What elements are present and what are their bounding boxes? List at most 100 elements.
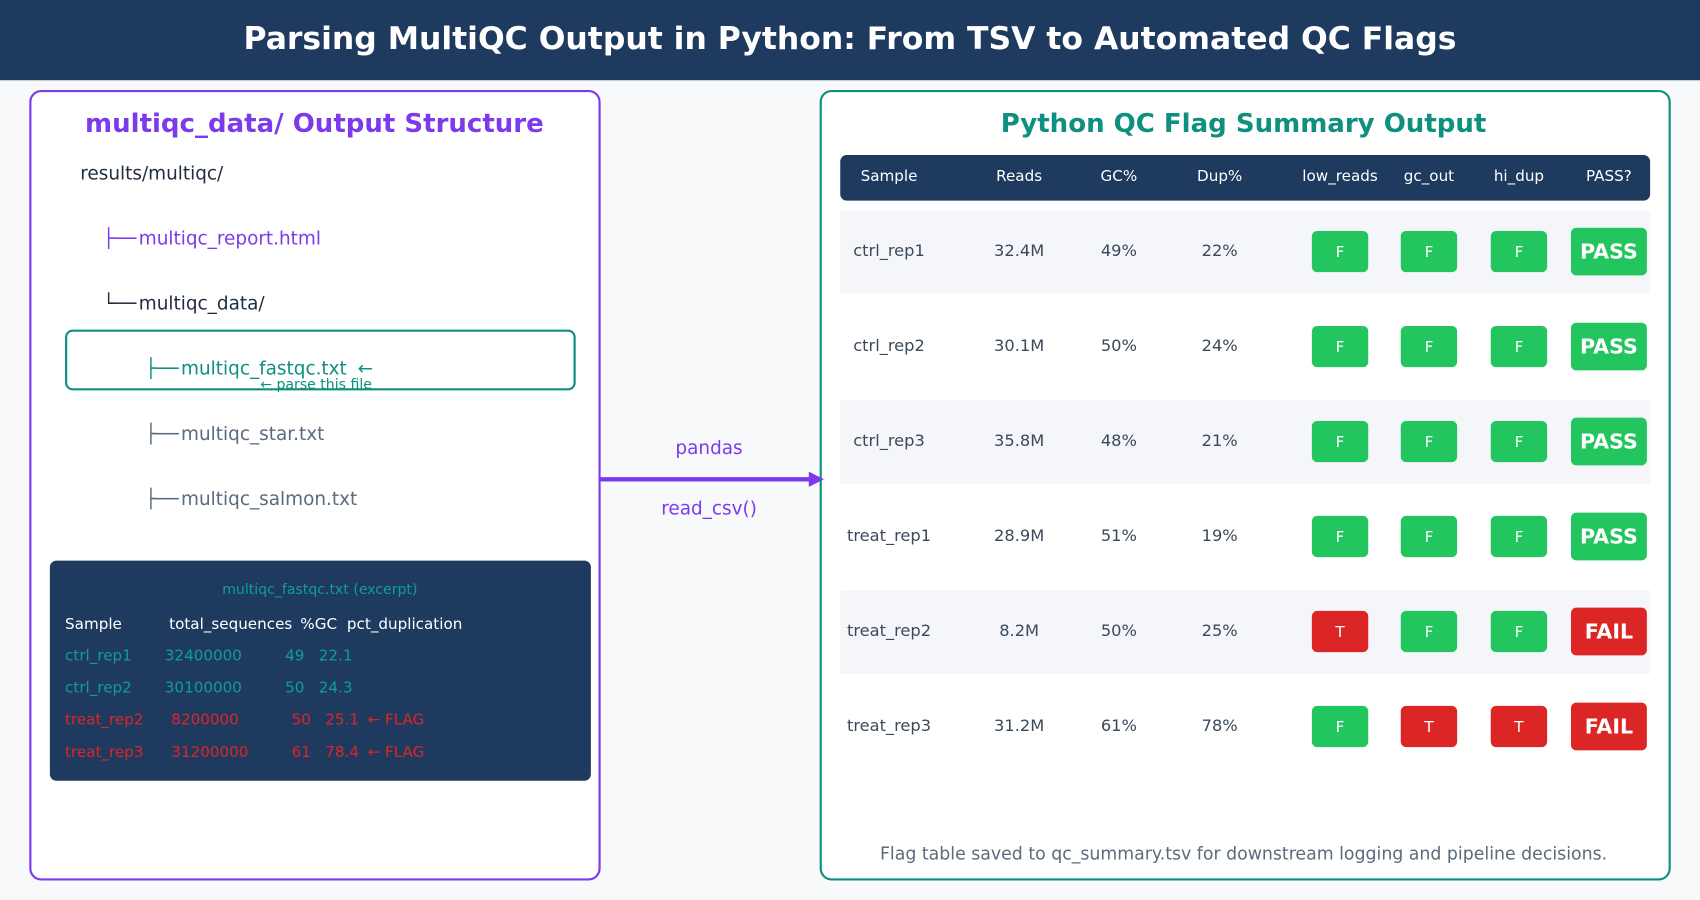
excerpt-title: multiqc_fastqc.txt (excerpt) xyxy=(222,582,417,598)
flag-badge xyxy=(1490,420,1548,463)
arrow-label: read_csv() xyxy=(661,499,757,520)
tree-prefix: └── xyxy=(103,292,137,315)
flag-text: F xyxy=(1515,243,1524,261)
excerpt-cell: 25.1 xyxy=(325,711,359,729)
status-text: FAIL xyxy=(1585,715,1633,739)
status-badge xyxy=(1570,417,1647,466)
flag-badge xyxy=(1311,325,1369,368)
table-cell: treat_rep2 xyxy=(847,621,931,641)
tree-item: multiqc_report.html xyxy=(139,229,321,250)
excerpt-cell: 50 xyxy=(292,711,311,729)
tree-prefix: ├── xyxy=(145,422,179,445)
excerpt-cell: 78.4 xyxy=(325,743,359,761)
column-header: low_reads xyxy=(1302,167,1378,186)
status-text: PASS xyxy=(1580,525,1638,549)
table-cell: treat_rep1 xyxy=(847,526,931,546)
excerpt-header: %GC xyxy=(300,615,337,633)
column-header: PASS? xyxy=(1586,167,1632,185)
right-title: Python QC Flag Summary Output xyxy=(1001,109,1487,139)
tree-prefix: ├── xyxy=(145,357,179,380)
excerpt-cell: 61 xyxy=(292,743,311,761)
excerpt-header: pct_duplication xyxy=(347,615,462,634)
flag-badge xyxy=(1490,610,1548,653)
excerpt-cell: 32400000 xyxy=(165,647,242,665)
flag-badge xyxy=(1400,420,1458,463)
tree-root: results/multiqc/ xyxy=(80,164,224,185)
column-header: Dup% xyxy=(1197,167,1242,185)
table-cell: 50% xyxy=(1101,621,1137,640)
flag-text: T xyxy=(1513,718,1524,736)
right-panel xyxy=(819,90,1671,881)
excerpt-cell: ctrl_rep1 xyxy=(65,647,132,666)
flag-text: F xyxy=(1336,528,1345,546)
excerpt-cell: ← FLAG xyxy=(368,711,425,729)
column-header: hi_dup xyxy=(1494,167,1544,186)
table-cell: 51% xyxy=(1101,526,1137,545)
tree-item: multiqc_data/ xyxy=(139,294,266,315)
table-cell: ctrl_rep1 xyxy=(853,241,925,261)
status-badge xyxy=(1570,702,1647,751)
table-cell: 21% xyxy=(1202,431,1238,450)
flag-text: F xyxy=(1515,623,1524,641)
excerpt-cell: ← FLAG xyxy=(368,743,425,761)
table-cell: 19% xyxy=(1202,526,1238,545)
flag-text: F xyxy=(1336,718,1345,736)
tree-prefix: ├── xyxy=(103,227,137,250)
table-cell: 32.4M xyxy=(994,241,1044,260)
flag-text: F xyxy=(1515,338,1524,356)
tree-prefix: ├── xyxy=(145,487,179,510)
table-header xyxy=(840,155,1651,201)
status-badge xyxy=(1570,607,1647,656)
left-title: multiqc_data/ Output Structure xyxy=(85,109,544,139)
header-bar xyxy=(0,0,1700,81)
flag-text: T xyxy=(1423,718,1434,736)
excerpt-box xyxy=(49,560,591,781)
flag-badge xyxy=(1311,420,1369,463)
excerpt-cell: treat_rep2 xyxy=(65,711,143,730)
excerpt-cell: treat_rep3 xyxy=(65,743,143,762)
excerpt-cell: 24.3 xyxy=(319,679,353,697)
flag-text: F xyxy=(1515,433,1524,451)
arrow-head xyxy=(808,471,824,487)
flag-text: F xyxy=(1425,243,1434,261)
status-text: PASS xyxy=(1580,335,1638,359)
footer-note: Flag table saved to qc_summary.tsv for d… xyxy=(880,844,1607,864)
flag-badge xyxy=(1311,515,1369,558)
status-text: FAIL xyxy=(1585,620,1633,644)
table-cell: 8.2M xyxy=(999,621,1039,640)
table-cell: 25% xyxy=(1202,621,1238,640)
page-title: Parsing MultiQC Output in Python: From T… xyxy=(244,21,1457,57)
flag-badge xyxy=(1400,515,1458,558)
table-cell: 28.9M xyxy=(994,526,1044,545)
table-cell: 22% xyxy=(1202,241,1238,260)
flag-text: F xyxy=(1336,433,1345,451)
flag-text: F xyxy=(1336,338,1345,356)
flag-badge xyxy=(1400,325,1458,368)
table-cell: 48% xyxy=(1101,431,1137,450)
status-text: PASS xyxy=(1580,430,1638,454)
table-cell: 24% xyxy=(1202,336,1238,355)
flag-text: F xyxy=(1425,623,1434,641)
table-cell: ctrl_rep3 xyxy=(853,431,925,451)
status-badge xyxy=(1570,512,1647,561)
callout-box xyxy=(65,329,576,391)
table-cell: 35.8M xyxy=(994,431,1044,450)
flag-badge xyxy=(1490,325,1548,368)
excerpt-cell: ctrl_rep2 xyxy=(65,679,132,698)
flag-badge xyxy=(1490,515,1548,558)
flag-badge xyxy=(1311,610,1369,653)
table-cell: 50% xyxy=(1101,336,1137,355)
arrow-label: pandas xyxy=(675,438,742,459)
table-cell: treat_rep3 xyxy=(847,716,931,736)
tree-item: multiqc_salmon.txt xyxy=(181,489,357,510)
excerpt-cell: 50 xyxy=(285,679,304,697)
column-header: Reads xyxy=(996,167,1042,185)
excerpt-header: Sample xyxy=(65,615,122,633)
flag-text: F xyxy=(1515,528,1524,546)
column-header: GC% xyxy=(1101,167,1138,185)
table-cell: 78% xyxy=(1202,716,1238,735)
flag-text: F xyxy=(1425,528,1434,546)
tree-item: multiqc_fastqc.txt xyxy=(181,359,347,380)
